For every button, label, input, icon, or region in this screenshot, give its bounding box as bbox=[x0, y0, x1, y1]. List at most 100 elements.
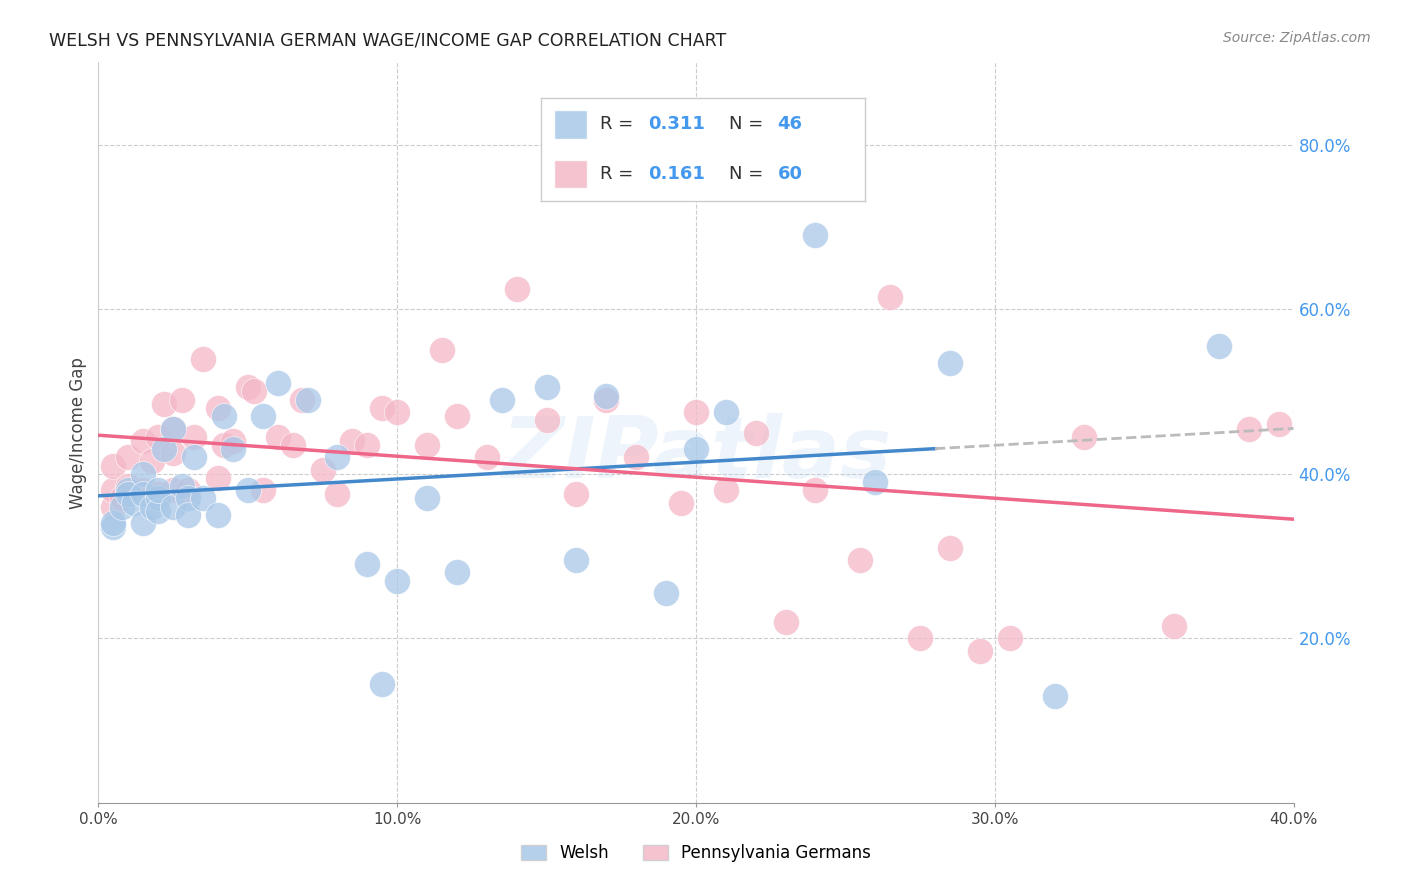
Point bbox=[385, 574, 409, 588]
Point bbox=[536, 413, 558, 427]
Point bbox=[207, 508, 229, 522]
Point bbox=[371, 676, 394, 690]
Point bbox=[446, 566, 468, 580]
Point bbox=[162, 421, 184, 435]
Point bbox=[595, 388, 617, 402]
Point bbox=[1267, 417, 1289, 432]
Point bbox=[207, 471, 229, 485]
Point bbox=[222, 434, 245, 448]
Point bbox=[132, 467, 155, 481]
Point bbox=[475, 450, 498, 465]
Legend: Welsh, Pennsylvania Germans: Welsh, Pennsylvania Germans bbox=[515, 838, 877, 869]
Point bbox=[939, 541, 962, 555]
Point bbox=[183, 430, 205, 444]
Point bbox=[879, 290, 901, 304]
Point bbox=[132, 487, 155, 501]
Point bbox=[326, 450, 349, 465]
Text: 0.311: 0.311 bbox=[648, 115, 704, 133]
Point bbox=[1237, 421, 1260, 435]
Point bbox=[281, 438, 304, 452]
Point bbox=[117, 450, 139, 465]
Point bbox=[177, 483, 200, 498]
Point bbox=[148, 487, 170, 501]
Point bbox=[117, 487, 139, 501]
Text: R =: R = bbox=[599, 164, 638, 183]
Point bbox=[132, 483, 155, 498]
Point bbox=[191, 351, 214, 366]
Y-axis label: Wage/Income Gap: Wage/Income Gap bbox=[69, 357, 87, 508]
Point bbox=[849, 553, 872, 567]
Point bbox=[775, 615, 797, 629]
Text: R =: R = bbox=[599, 115, 638, 133]
Point bbox=[655, 586, 678, 600]
Point bbox=[183, 450, 205, 465]
Point bbox=[267, 430, 290, 444]
Text: 60: 60 bbox=[778, 164, 803, 183]
Point bbox=[162, 500, 184, 514]
Point bbox=[342, 434, 364, 448]
Point bbox=[132, 516, 155, 530]
Point bbox=[103, 500, 125, 514]
Text: Source: ZipAtlas.com: Source: ZipAtlas.com bbox=[1223, 31, 1371, 45]
Point bbox=[371, 401, 394, 415]
Point bbox=[162, 446, 184, 460]
Point bbox=[132, 434, 155, 448]
Point bbox=[714, 405, 737, 419]
Point bbox=[685, 405, 707, 419]
Point bbox=[177, 508, 200, 522]
Point bbox=[1073, 430, 1095, 444]
Point bbox=[356, 438, 378, 452]
Point bbox=[385, 405, 409, 419]
Point bbox=[103, 483, 125, 498]
Point bbox=[148, 483, 170, 498]
Point bbox=[172, 392, 194, 407]
Point bbox=[111, 491, 134, 506]
Text: 0.161: 0.161 bbox=[648, 164, 704, 183]
Bar bbox=[554, 160, 586, 188]
Point bbox=[595, 392, 617, 407]
Point bbox=[111, 500, 134, 514]
Point bbox=[669, 495, 692, 509]
Point bbox=[103, 516, 125, 530]
Point bbox=[326, 487, 349, 501]
Point bbox=[416, 438, 439, 452]
Point bbox=[117, 483, 139, 498]
Point bbox=[685, 442, 707, 456]
Text: ZIPatlas: ZIPatlas bbox=[501, 413, 891, 496]
Point bbox=[191, 491, 214, 506]
Point bbox=[212, 409, 235, 424]
Point bbox=[565, 487, 588, 501]
Point bbox=[162, 483, 184, 498]
Point bbox=[148, 504, 170, 518]
Point bbox=[172, 479, 194, 493]
Text: WELSH VS PENNSYLVANIA GERMAN WAGE/INCOME GAP CORRELATION CHART: WELSH VS PENNSYLVANIA GERMAN WAGE/INCOME… bbox=[49, 31, 727, 49]
Point bbox=[177, 491, 200, 506]
Point bbox=[124, 495, 146, 509]
Point bbox=[153, 397, 176, 411]
Point bbox=[252, 409, 274, 424]
Point bbox=[416, 491, 439, 506]
Point bbox=[252, 483, 274, 498]
Point bbox=[236, 380, 259, 394]
Point bbox=[103, 458, 125, 473]
Point bbox=[565, 553, 588, 567]
Point bbox=[804, 483, 827, 498]
Point bbox=[141, 500, 163, 514]
Point bbox=[491, 392, 513, 407]
Point bbox=[1208, 339, 1230, 353]
Point bbox=[243, 384, 266, 399]
Point bbox=[430, 343, 453, 358]
Point bbox=[207, 401, 229, 415]
Point bbox=[446, 409, 468, 424]
Point bbox=[998, 632, 1021, 646]
Text: N =: N = bbox=[728, 115, 769, 133]
Point bbox=[103, 520, 125, 534]
Point bbox=[267, 376, 290, 391]
Point bbox=[969, 643, 991, 657]
Text: N =: N = bbox=[728, 164, 769, 183]
Point bbox=[804, 228, 827, 243]
Point bbox=[626, 450, 648, 465]
Point bbox=[117, 479, 139, 493]
Point bbox=[222, 442, 245, 456]
Text: 46: 46 bbox=[778, 115, 803, 133]
